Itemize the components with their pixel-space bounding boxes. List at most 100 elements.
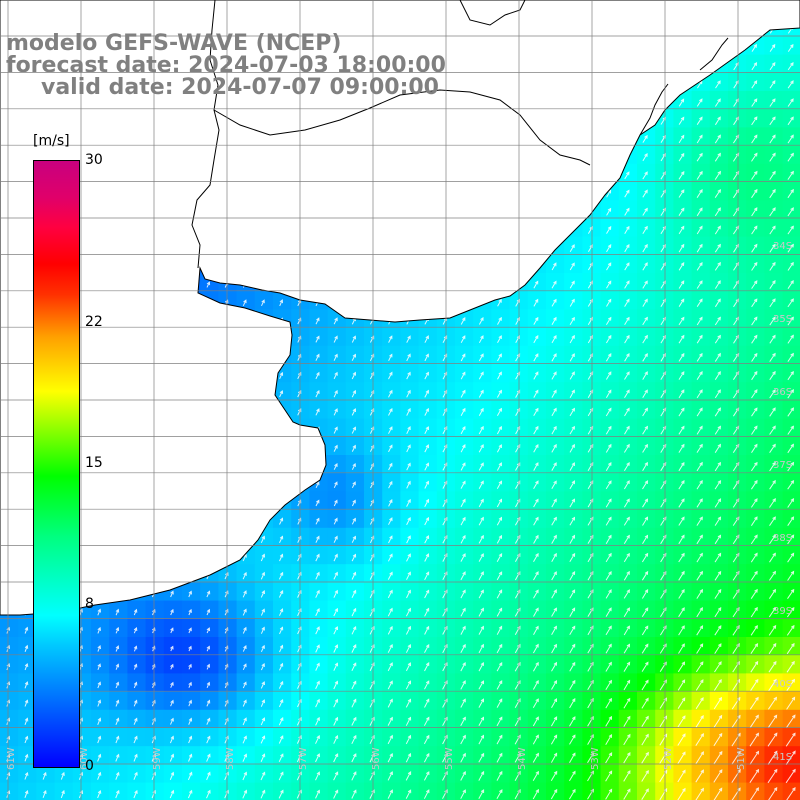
wind-arrow: [769, 207, 776, 217]
wind-arrow: [787, 280, 794, 289]
wind-arrow: [751, 280, 758, 289]
wind-arrow: [696, 225, 703, 235]
field-cell: [782, 509, 800, 529]
field-cell: [782, 746, 800, 765]
wind-arrow: [606, 262, 612, 271]
wind-arrow: [642, 352, 648, 362]
wind-arrow: [496, 389, 502, 398]
field-cell: [782, 709, 800, 729]
wind-arrow: [678, 189, 685, 198]
wind-arrow: [642, 171, 648, 180]
wind-arrow: [751, 261, 758, 271]
wind-arrow: [569, 262, 575, 271]
wind-arrow: [551, 335, 557, 344]
wind-arrow: [351, 371, 356, 380]
wind-arrow: [424, 407, 429, 416]
wind-arrow: [497, 371, 502, 380]
field-cell: [782, 600, 800, 620]
wind-arrow: [351, 353, 356, 361]
colorbar: [33, 160, 80, 768]
wind-arrow: [714, 134, 721, 144]
wind-arrow: [714, 352, 721, 362]
wind-arrow: [696, 207, 703, 217]
wind-arrow: [787, 298, 794, 308]
wind-arrow: [478, 316, 484, 325]
wind-arrow: [460, 316, 466, 325]
lon-label: 57W: [298, 747, 309, 770]
wind-arrow: [714, 225, 721, 235]
wind-arrow: [333, 353, 338, 361]
wind-arrow: [569, 298, 575, 307]
wind-arrow: [642, 407, 648, 417]
field-cell: [691, 782, 711, 800]
wind-arrow: [569, 389, 575, 398]
wind-arrow: [388, 407, 393, 416]
wind-arrow: [497, 298, 502, 307]
wind-arrow: [606, 298, 612, 307]
wind-arrow: [696, 262, 703, 271]
wind-arrow: [787, 316, 794, 326]
wind-arrow: [787, 352, 794, 362]
wind-arrow: [624, 171, 630, 180]
field-cell: [782, 637, 800, 656]
wind-arrow: [642, 298, 648, 307]
wind-arrow: [388, 353, 393, 362]
colorbar-tick-label: 30: [85, 152, 103, 168]
wind-arrow: [624, 334, 630, 344]
wind-arrow: [642, 334, 648, 344]
wind-arrow: [533, 334, 539, 344]
wind-arrow: [696, 152, 703, 162]
wind-arrow: [769, 62, 776, 71]
wind-arrow: [751, 43, 757, 52]
wind-arrow: [678, 280, 685, 289]
wind-arrow: [787, 43, 794, 52]
wind-arrow: [624, 389, 630, 399]
wind-arrow: [279, 299, 283, 307]
wind-arrow: [460, 407, 466, 416]
wind-arrow: [351, 426, 356, 434]
wind-arrow: [624, 225, 630, 234]
wind-arrow: [787, 98, 794, 107]
wind-arrow: [769, 316, 776, 326]
wind-arrow: [678, 152, 685, 162]
wind-arrow: [714, 243, 721, 253]
title-model: modelo GEFS-WAVE (NCEP): [6, 31, 342, 56]
wind-arrow: [678, 134, 685, 144]
wind-arrow: [406, 407, 411, 416]
wind-arrow: [424, 371, 429, 380]
wind-arrow: [533, 316, 539, 325]
wind-arrow: [206, 281, 211, 288]
wind-arrow: [624, 407, 630, 417]
wind-arrow: [714, 98, 721, 107]
wind-arrow: [242, 299, 247, 307]
field-cell: [764, 782, 784, 800]
wind-arrow: [751, 62, 758, 71]
wind-arrow: [624, 316, 630, 326]
wind-arrow: [696, 316, 703, 326]
wind-arrow: [751, 352, 758, 362]
wind-arrow: [714, 152, 721, 162]
wind-arrow: [388, 389, 393, 398]
field-cell: [782, 436, 800, 456]
wind-arrow: [769, 170, 776, 180]
wind-arrow: [751, 243, 758, 253]
wind-arrow: [624, 280, 630, 289]
wind-arrow: [606, 280, 612, 289]
wind-arrow: [769, 334, 776, 344]
field-cell: [782, 491, 800, 511]
wind-arrow: [624, 371, 630, 380]
lat-label: 37S: [773, 460, 792, 471]
wind-arrow: [315, 353, 320, 361]
lon-label: 58W: [225, 747, 236, 770]
wind-arrow: [714, 371, 721, 380]
wind-arrow: [261, 299, 265, 307]
wind-arrow: [478, 425, 484, 435]
field-cell: [782, 764, 800, 784]
wind-arrow: [678, 225, 685, 235]
wind-arrow: [351, 335, 356, 343]
wind-arrow: [496, 407, 502, 417]
lon-label: 59W: [152, 747, 163, 770]
wind-arrow: [751, 80, 758, 89]
lat-label: 36S: [773, 387, 792, 398]
